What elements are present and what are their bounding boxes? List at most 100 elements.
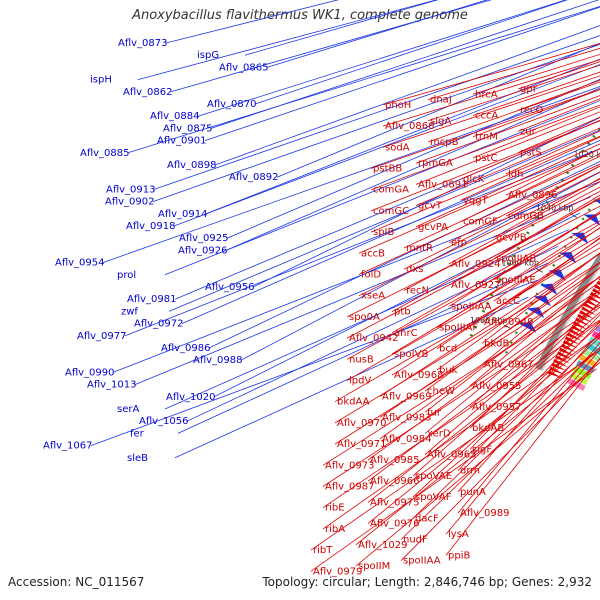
right-label-leader [346,220,600,360]
right-label-leader [358,148,600,254]
right-label-leader [322,304,600,487]
forward-strand-gene [571,232,589,244]
right-gene-label: Aflv_0975 [370,497,420,508]
right-label-leader [493,227,600,302]
left-label-leader [124,148,600,337]
right-label-leader [493,177,600,238]
left-label-leader [137,0,438,80]
right-gene-label: spoIIAA [403,556,441,567]
right-gene-label: Aflv_0985 [370,455,420,466]
right-label-leader [436,223,600,328]
left-gene-label: Aflv_0925 [179,233,229,244]
right-label-leader [436,252,600,371]
right-gene-label: Aflv_0924 [451,259,501,270]
right-gene-label: cccA [475,111,498,122]
right-gene-label: Aflv_0984 [382,434,432,445]
right-label-leader [391,213,600,334]
right-gene-label: gcvPA [418,222,448,233]
right-label-leader [472,106,600,159]
cog-category-block [591,330,600,341]
right-label-leader [403,171,600,270]
backbone-highlight [541,264,600,372]
left-gene-label: ispH [90,75,112,86]
right-gene-label: spoIIM [358,561,390,572]
left-gene-label: ispG [197,50,219,61]
right-gene-label: efp [451,238,467,249]
left-gene-label: Aflv_0902 [105,197,155,208]
right-label-leader [334,261,600,424]
right-gene-label: buk [439,365,458,376]
right-gene-label: Aflv_0927 [451,280,501,291]
right-gene-label: pstS [520,148,542,159]
right-gene-label: sodA [385,142,410,153]
right-label-leader [370,120,600,212]
right-gene-label: Aflv_1029 [358,540,408,551]
reverse-strand-gene [558,347,575,356]
left-gene-label: Aflv_1067 [43,441,93,452]
right-label-leader [445,348,600,535]
right-label-leader [322,334,600,530]
left-label-leader [225,87,600,251]
right-gene-label: cheW [427,386,455,397]
left-gene-label: Aflv_0977 [77,331,127,342]
right-label-leader [322,319,600,509]
left-gene-label: Aflv_1013 [87,380,137,391]
right-label-leader [382,75,600,148]
right-label-leader [370,88,600,169]
right-gene-label: accB [361,248,385,259]
right-label-leader [469,314,600,450]
right-gene-label: spIB [373,227,395,238]
right-label-leader [448,197,600,286]
left-label-leader [204,6,600,141]
right-gene-label: Aflv_0891 [418,179,468,190]
right-gene-label: spoIIIAA [451,301,492,312]
right-label-leader [358,163,600,275]
right-label-leader [427,47,600,100]
right-label-leader [415,95,600,164]
right-gene-label: Aflv_0955 [472,381,522,392]
left-label-leader [152,43,600,202]
right-label-leader [370,135,600,233]
right-label-leader [355,361,600,567]
accession-text: Accession: NC_011567 [8,575,145,589]
right-gene-label: spoVAE [415,471,452,482]
right-gene-label: yqgT [463,195,489,206]
reverse-strand-gene [564,336,580,345]
right-gene-label: lysA [448,529,469,540]
right-gene-label: spoIIIAF [439,323,478,334]
left-gene-label: Aflv_0892 [229,172,279,183]
left-gene-label: fer [130,428,145,439]
right-gene-label: rpmGA [418,158,453,169]
left-gene-label: Aflv_0926 [178,245,228,256]
right-label-leader [517,116,600,153]
left-gene-label: Aflv_0981 [127,294,177,305]
right-gene-label: lpdV [349,376,371,387]
cog-category-block [594,325,600,333]
right-label-leader [379,267,600,418]
reverse-strand-gene [594,284,600,290]
left-gene-label: Aflv_0918 [126,221,176,232]
right-label-leader [481,267,600,365]
right-label-leader [448,165,600,244]
right-gene-label: ptb [394,307,411,318]
right-label-leader [412,311,600,477]
right-gene-label: bkdB [484,338,509,349]
right-gene-label: comGB [508,211,544,222]
left-label-leader [164,229,570,410]
right-label-leader [346,205,600,339]
left-label-leader [252,117,600,288]
right-label-leader [481,252,600,344]
right-label-leader [448,181,600,265]
left-gene-label: Aflv_0990 [65,367,115,378]
right-gene-label: ribT [313,545,333,556]
summary-text: Topology: circular; Length: 2,846,746 bp… [262,575,592,589]
map-title: Anoxybacillus flavithermus WK1, complete… [132,8,468,23]
right-gene-label: dacF [415,513,439,524]
reverse-strand-gene [549,366,565,375]
right-gene-label: Aflv_0969 [382,391,432,402]
right-label-leader [460,153,600,222]
right-label-leader [391,242,600,376]
reverse-strand-gene [589,291,600,299]
right-label-leader [400,358,600,561]
